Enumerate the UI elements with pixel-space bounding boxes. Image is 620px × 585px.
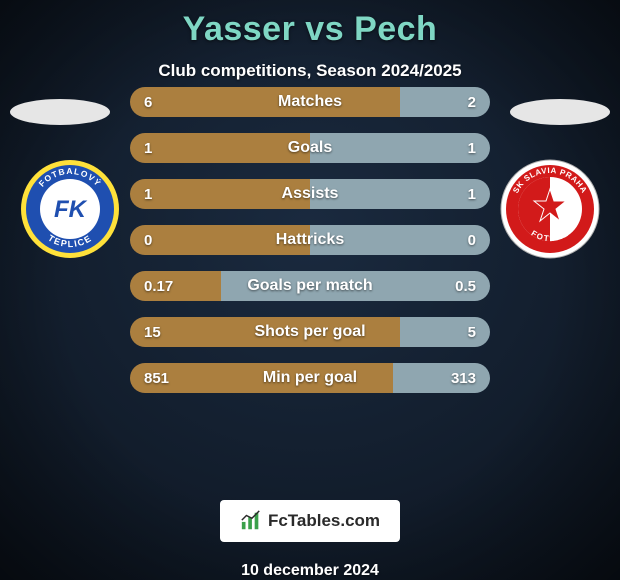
stat-value-right: 0.5: [441, 271, 490, 301]
stat-segment-left: [130, 87, 400, 117]
stat-row: 11Assists: [130, 179, 490, 209]
stat-value-right: 2: [454, 87, 490, 117]
fk-teplice-badge: FOTBALOVÝ TEPLICE FK: [20, 159, 120, 259]
stat-value-right: 5: [454, 317, 490, 347]
stat-value-right: 1: [454, 133, 490, 163]
stat-row: 155Shots per goal: [130, 317, 490, 347]
comparison-stage: FOTBALOVÝ TEPLICE FK: [0, 81, 620, 496]
stat-value-left: 0.17: [130, 271, 187, 301]
pedestal-shadow-left: [10, 99, 110, 125]
player-right-name: Pech: [354, 10, 437, 48]
stat-value-left: 1: [130, 133, 166, 163]
stat-row: 62Matches: [130, 87, 490, 117]
stat-row: 11Goals: [130, 133, 490, 163]
pedestal-shadow-right: [510, 99, 610, 125]
vs-text: vs: [305, 10, 344, 48]
subtitle: Club competitions, Season 2024/2025: [158, 61, 461, 81]
stat-value-left: 6: [130, 87, 166, 117]
stat-value-right: 313: [437, 363, 490, 393]
date-text: 10 december 2024: [241, 562, 379, 580]
stat-row: 0.170.5Goals per match: [130, 271, 490, 301]
stat-value-left: 851: [130, 363, 183, 393]
comparison-title: Yasser vs Pech: [183, 10, 438, 49]
stat-value-left: 1: [130, 179, 166, 209]
stat-row: 851313Min per goal: [130, 363, 490, 393]
player-left-name: Yasser: [183, 10, 296, 48]
sk-slavia-praha-badge: SK SLAVIA PRAHA FOTBAL: [500, 159, 600, 259]
branding-chart-icon: [240, 510, 262, 532]
svg-text:FK: FK: [54, 196, 88, 223]
stat-value-right: 0: [454, 225, 490, 255]
stat-value-left: 15: [130, 317, 175, 347]
branding-text: FcTables.com: [268, 511, 380, 531]
stat-bars: 62Matches11Goals11Assists00Hattricks0.17…: [130, 87, 490, 409]
stat-value-right: 1: [454, 179, 490, 209]
stat-value-left: 0: [130, 225, 166, 255]
stat-row: 00Hattricks: [130, 225, 490, 255]
fctables-branding: FcTables.com: [220, 500, 400, 542]
